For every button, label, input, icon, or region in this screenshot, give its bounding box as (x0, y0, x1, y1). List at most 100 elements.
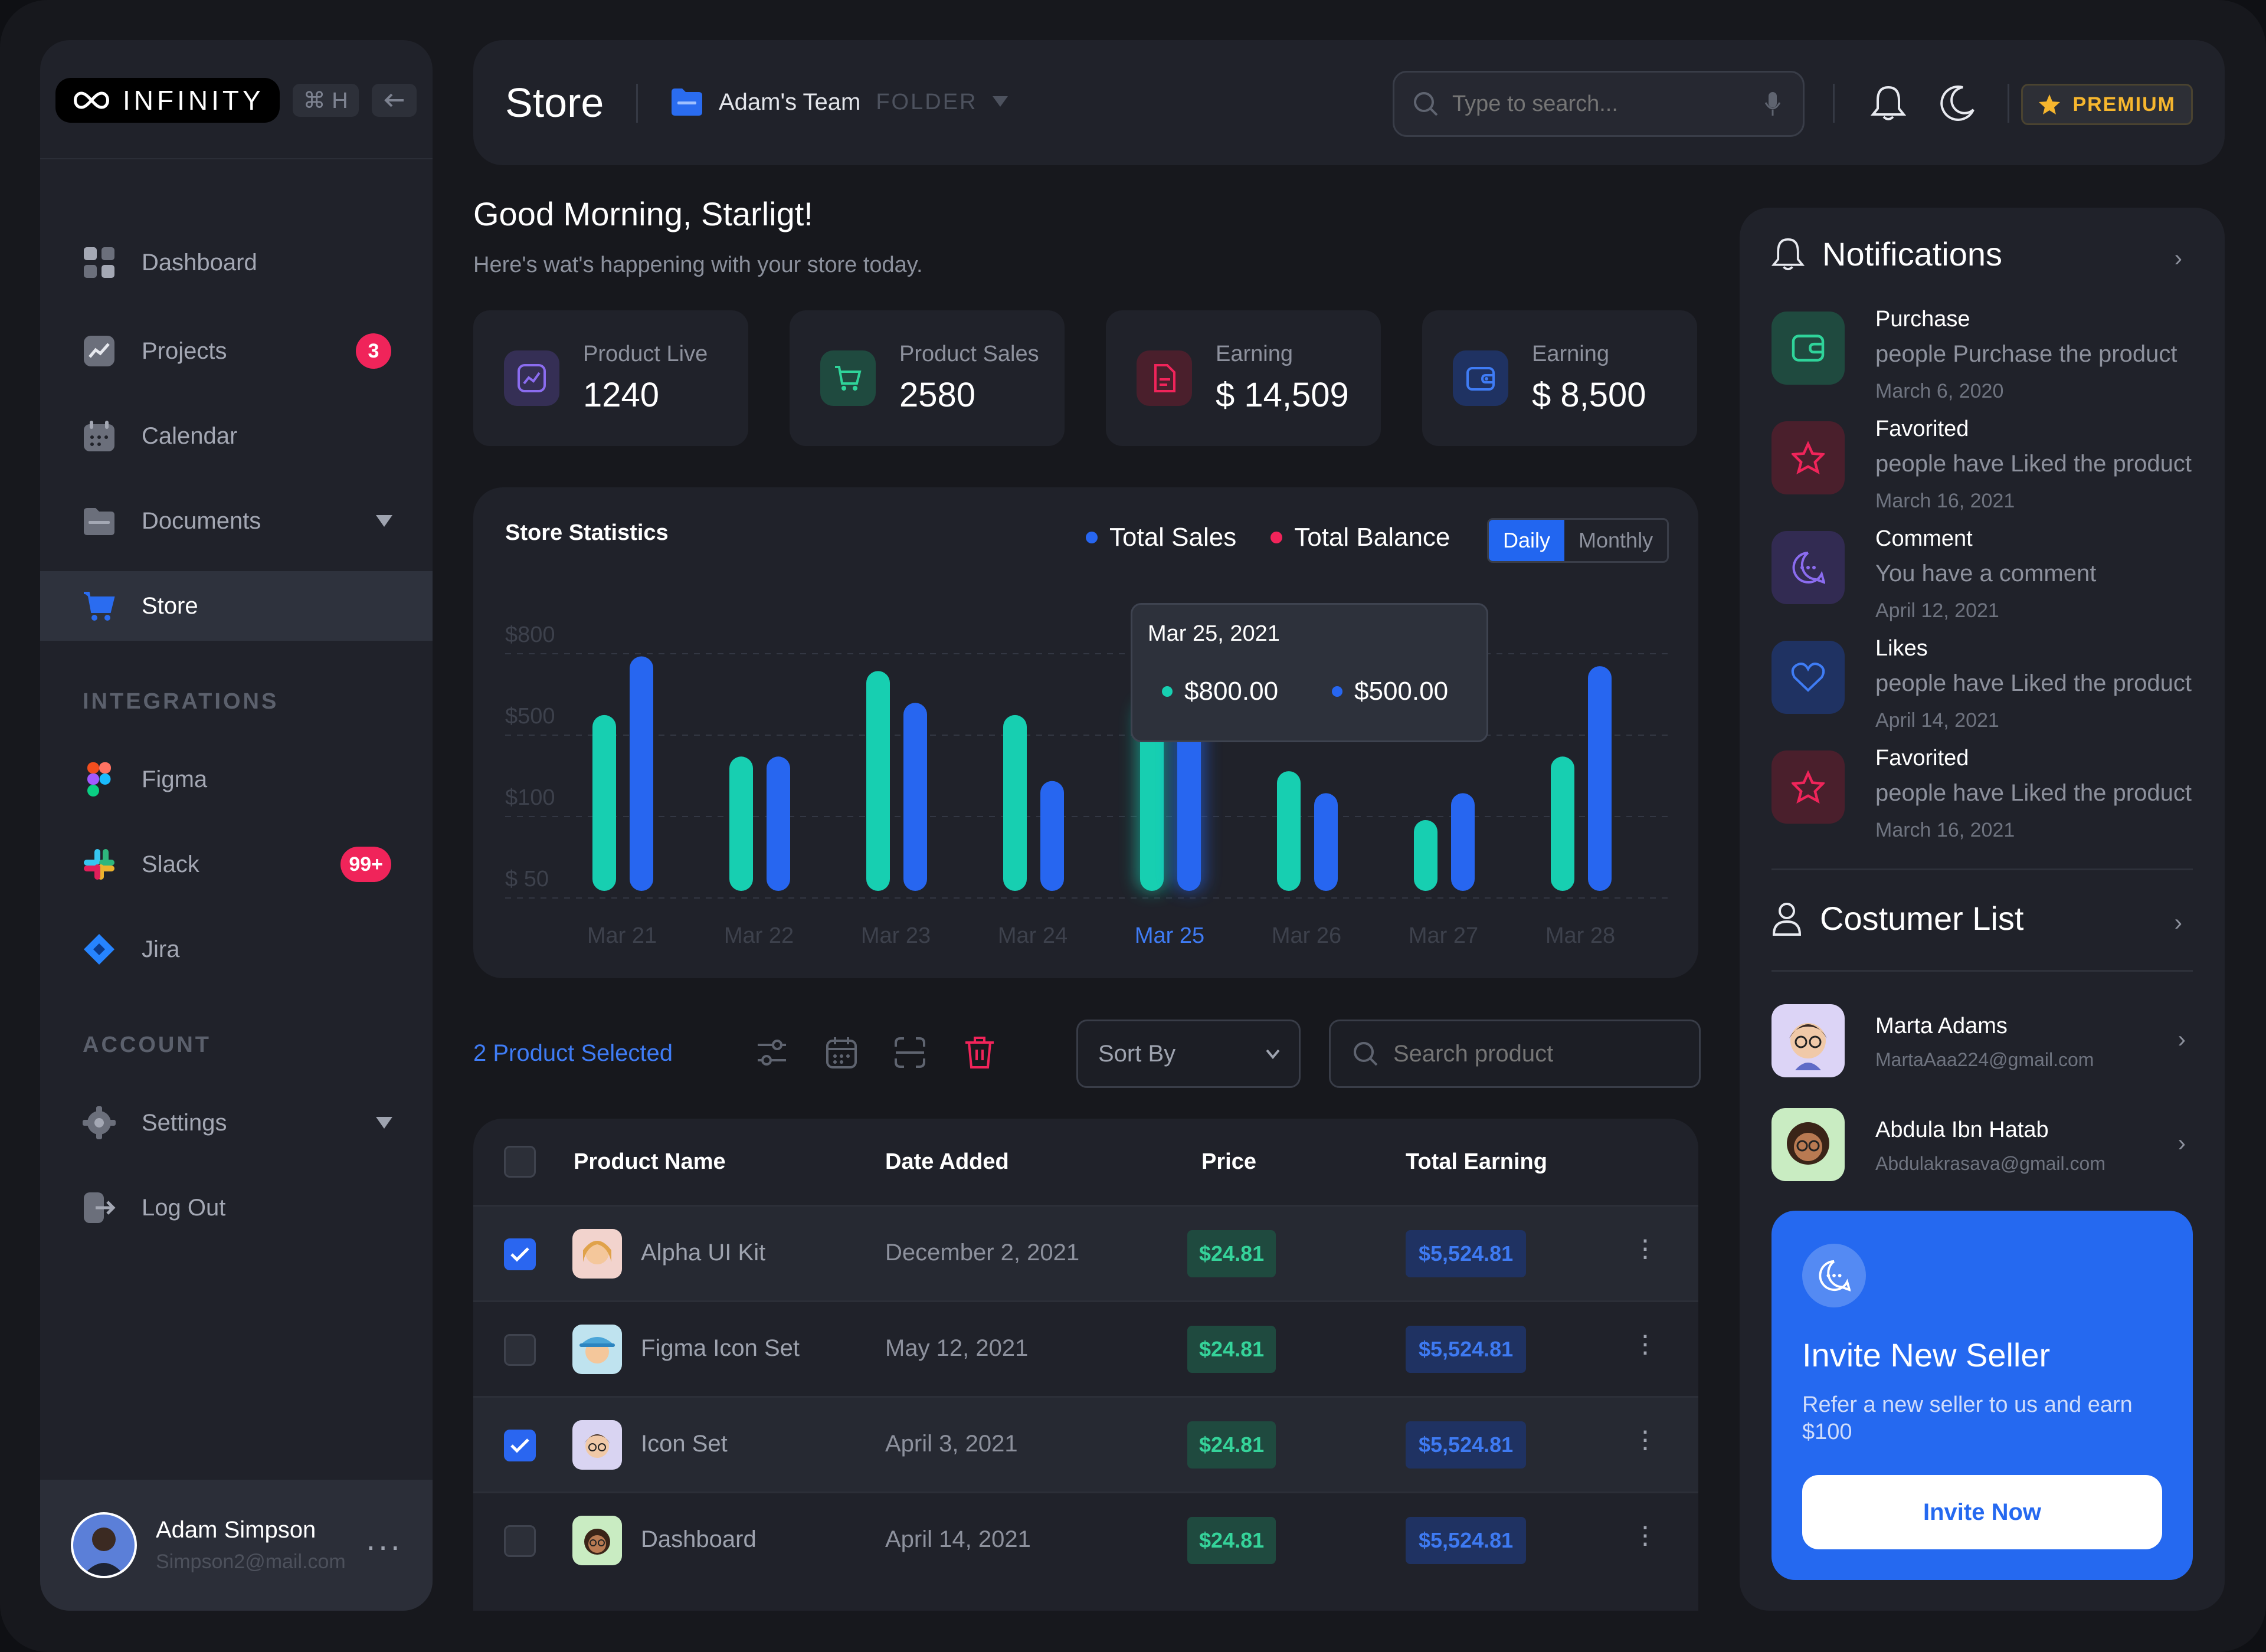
toggle-monthly[interactable]: Monthly (1579, 528, 1653, 552)
bar-total-sales[interactable] (1414, 820, 1437, 891)
bar-total-sales[interactable] (1003, 714, 1027, 891)
notification-item[interactable]: Purchase people Purchase the product Mar… (1771, 307, 2196, 415)
notification-item[interactable]: Likes people have Liked the product Apri… (1771, 636, 2196, 745)
sidebar-item-settings[interactable]: Settings (40, 1088, 433, 1158)
sidebar-item-logout[interactable]: Log Out (40, 1173, 433, 1243)
star-icon (1771, 421, 1845, 494)
invite-now-button[interactable]: Invite Now (1802, 1475, 2162, 1549)
customer-item[interactable]: Abdula Ibn Hatab Abdulakrasava@gmail.com… (1771, 1106, 2196, 1182)
team-selector[interactable]: Adam's Team FOLDER (670, 87, 1008, 117)
table-row[interactable]: Icon Set April 3, 2021 $24.81 $5,524.81 … (473, 1396, 1698, 1492)
product-name: Alpha UI Kit (641, 1240, 766, 1266)
table-row[interactable]: Alpha UI Kit December 2, 2021 $24.81 $5,… (473, 1205, 1698, 1300)
folder-icon (672, 88, 702, 116)
avatar (71, 1512, 137, 1578)
chevron-right-icon[interactable]: › (2177, 1130, 2186, 1156)
notification-date: March 16, 2021 (1875, 490, 2015, 512)
legend-total-balance[interactable]: Total Balance (1270, 523, 1450, 552)
legend-total-sales[interactable]: Total Sales (1086, 523, 1236, 552)
search-input[interactable] (1452, 91, 1724, 117)
premium-badge[interactable]: PREMIUM (2021, 84, 2193, 125)
global-search[interactable] (1393, 71, 1805, 137)
stat-card-earning-2[interactable]: Earning $ 8,500 (1422, 310, 1697, 446)
bar-total-sales[interactable] (1140, 703, 1164, 891)
bar-total-sales[interactable] (866, 671, 890, 891)
earning-badge: $5,524.81 (1406, 1230, 1527, 1277)
sort-dropdown[interactable]: Sort By (1076, 1020, 1301, 1088)
sidebar-item-store[interactable]: Store (40, 571, 433, 641)
customer-item[interactable]: Marta Adams MartaAaa224@gmail.com › (1771, 1002, 2196, 1079)
user-profile[interactable]: Adam Simpson Simpson2@mail.com ··· (40, 1480, 433, 1611)
bar-total-balance[interactable] (1177, 720, 1201, 891)
sidebar-item-figma[interactable]: Figma (40, 745, 433, 814)
logo[interactable]: INFINITY (55, 78, 280, 123)
product-search[interactable] (1329, 1020, 1701, 1088)
row-menu-icon[interactable]: · · · (1640, 1222, 1651, 1272)
sidebar-item-dashboard[interactable]: Dashboard (40, 228, 433, 297)
stat-value: $ 14,509 (1216, 376, 1349, 414)
product-thumbnail (572, 1516, 622, 1565)
bar-total-balance[interactable] (903, 703, 927, 891)
bar-total-sales[interactable] (592, 714, 616, 891)
top-bar: Store Adam's Team FOLDER PREMIUM (473, 40, 2225, 165)
column-header[interactable]: Price (1201, 1149, 1256, 1174)
bar-total-sales[interactable] (729, 756, 753, 891)
column-header[interactable]: Total Earning (1406, 1149, 1547, 1174)
chevron-right-icon[interactable]: › (2177, 1027, 2186, 1053)
sidebar-item-projects[interactable]: Projects 3 (40, 316, 433, 386)
scan-button[interactable] (891, 1034, 929, 1071)
sidebar-item-slack[interactable]: Slack 99+ (40, 830, 433, 899)
bar-total-balance[interactable] (767, 756, 790, 891)
arrow-left-icon (384, 93, 404, 107)
moon-icon[interactable] (1940, 85, 1976, 122)
notification-title: Favorited (1875, 417, 1969, 441)
date-filter-button[interactable] (823, 1034, 860, 1071)
more-options-icon[interactable]: ··· (365, 1526, 402, 1564)
heart-icon (1771, 641, 1845, 714)
bar-total-balance[interactable] (1040, 781, 1064, 891)
collapse-button[interactable] (371, 84, 417, 117)
notification-item[interactable]: Favorited people have Liked the product … (1771, 417, 2196, 525)
notification-desc: people have Liked the product (1875, 451, 2192, 477)
bar-total-balance[interactable] (1451, 793, 1475, 891)
bar-total-sales[interactable] (1277, 771, 1301, 891)
bell-icon[interactable] (1871, 85, 1906, 122)
table-row[interactable]: Figma Icon Set May 12, 2021 $24.81 $5,52… (473, 1300, 1698, 1396)
bar-total-balance[interactable] (1314, 793, 1338, 891)
notifications-header[interactable]: Notifications (1771, 235, 2002, 273)
table-row[interactable]: Dashboard April 14, 2021 $24.81 $5,524.8… (473, 1492, 1698, 1587)
row-checkbox[interactable] (504, 1334, 536, 1366)
bar-total-balance[interactable] (1588, 666, 1612, 891)
stat-card-product-sales[interactable]: Product Sales 2580 (790, 310, 1065, 446)
row-menu-icon[interactable]: · · · (1640, 1509, 1651, 1559)
profile-email: Simpson2@mail.com (156, 1551, 346, 1573)
toggle-daily[interactable]: Daily (1489, 520, 1565, 561)
microphone-icon[interactable] (1764, 91, 1782, 117)
chevron-right-icon[interactable]: › (2174, 245, 2182, 271)
sidebar-item-jira[interactable]: Jira (40, 914, 433, 984)
product-search-input[interactable] (1393, 1040, 1688, 1067)
stat-card-earning[interactable]: Earning $ 14,509 (1106, 310, 1381, 446)
notification-item[interactable]: Favorited people have Liked the product … (1771, 746, 2196, 854)
delete-button[interactable] (961, 1034, 998, 1071)
row-checkbox[interactable] (504, 1430, 536, 1461)
select-all-checkbox[interactable] (504, 1146, 536, 1178)
sidebar-item-documents[interactable]: Documents (40, 486, 433, 556)
figma-icon (83, 762, 116, 796)
column-header[interactable]: Product Name (574, 1149, 726, 1174)
filter-button[interactable] (753, 1034, 791, 1071)
bar-total-balance[interactable] (630, 656, 653, 891)
column-header[interactable]: Date Added (885, 1149, 1009, 1174)
stat-card-product-live[interactable]: Product Live 1240 (473, 310, 748, 446)
bar-total-sales[interactable] (1551, 756, 1574, 891)
row-menu-icon[interactable]: · · · (1640, 1414, 1651, 1463)
customer-list-header[interactable]: Costumer List (1771, 899, 2023, 938)
row-checkbox[interactable] (504, 1525, 536, 1557)
row-checkbox[interactable] (504, 1238, 536, 1270)
chevron-right-icon[interactable]: › (2174, 910, 2182, 936)
sidebar-item-calendar[interactable]: Calendar (40, 401, 433, 471)
table-header: Product Name Date Added Price Total Earn… (473, 1119, 1698, 1205)
notification-item[interactable]: Comment You have a comment April 12, 202… (1771, 526, 2196, 635)
row-menu-icon[interactable]: · · · (1640, 1318, 1651, 1368)
